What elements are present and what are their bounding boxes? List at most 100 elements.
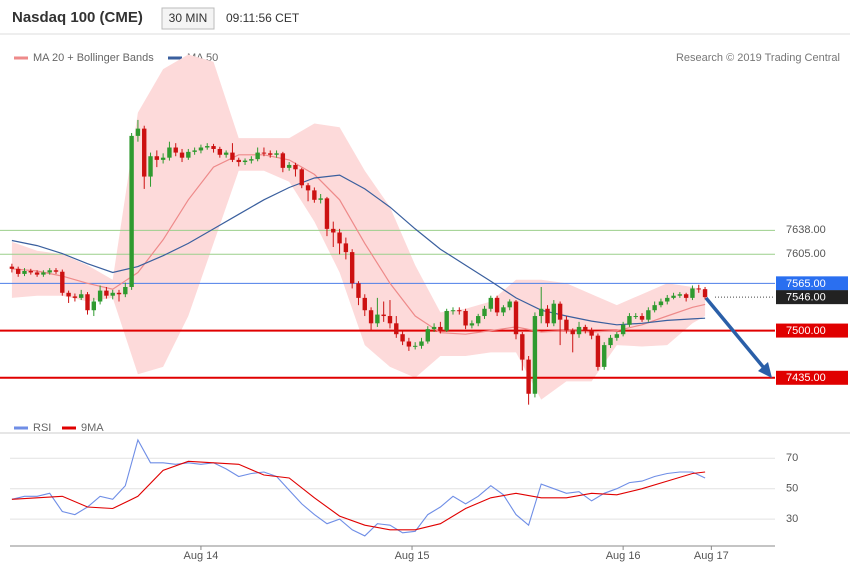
level-label-box [776, 323, 848, 338]
candle-body [482, 308, 487, 317]
candle-body [217, 148, 223, 155]
candle-body [627, 316, 632, 325]
candle-body [85, 294, 90, 311]
candle-body [457, 310, 462, 312]
candle-body [154, 156, 160, 160]
candle-body [198, 147, 204, 151]
forecast-arrow [704, 296, 766, 370]
candle-body [583, 326, 588, 331]
level-label-box [776, 276, 848, 291]
y-tick-label: 50 [786, 483, 798, 495]
candle-body [9, 266, 15, 269]
candle-body [91, 301, 97, 311]
candle-body [34, 272, 40, 275]
candle-body [570, 330, 575, 335]
candle-body [97, 290, 103, 302]
rsi-line [11, 438, 706, 537]
candle-body [532, 316, 538, 394]
candle-body [116, 292, 122, 295]
candle-body [167, 147, 172, 158]
y-tick-label: 70 [786, 452, 798, 464]
candle-body [620, 324, 626, 335]
candle-body [387, 316, 393, 324]
candle-body [230, 152, 235, 160]
candle-body [123, 286, 128, 295]
candle-body [614, 334, 620, 338]
candle-body [15, 268, 21, 274]
candle-body [690, 288, 695, 298]
candle-body [179, 152, 185, 158]
candle-body [110, 292, 115, 296]
candle-body [286, 164, 292, 168]
candle-body [148, 156, 153, 177]
candle-body [608, 337, 613, 346]
candle-body [135, 128, 141, 136]
candle-body [261, 152, 267, 154]
x-tick-label: Aug 17 [694, 550, 729, 562]
candle-body [268, 153, 273, 155]
candle-body [412, 345, 418, 347]
candle-body [589, 330, 594, 336]
candle-body [394, 323, 399, 335]
x-tick-label: Aug 15 [395, 550, 430, 562]
candle-body [431, 326, 437, 330]
candle-body [249, 159, 254, 161]
candle-body [274, 153, 279, 155]
candle-body [72, 296, 78, 298]
bollinger-band [11, 54, 706, 400]
candle-body [242, 160, 248, 163]
candle-body [696, 288, 701, 290]
candle-body [331, 228, 336, 233]
candle-body [349, 252, 355, 284]
candle-body [557, 303, 563, 320]
candle-body [595, 335, 601, 367]
candle-body [318, 198, 323, 200]
x-tick-label: Aug 16 [606, 550, 641, 562]
candle-body [539, 308, 544, 317]
header-time: 09:11:56 CET [226, 11, 300, 25]
interval-box [161, 7, 215, 30]
candle-body [368, 310, 374, 324]
candle-body [419, 341, 424, 346]
candle-body [186, 151, 191, 158]
candle-body [362, 297, 367, 311]
candle-body [337, 232, 342, 244]
candle-body [293, 164, 298, 170]
rsi-line [11, 460, 706, 531]
legend-label: 9MA [81, 422, 104, 434]
candle-body [356, 283, 361, 298]
level-label: 7565.00 [786, 278, 826, 290]
candle-body [312, 190, 317, 200]
candle-body [469, 323, 475, 326]
candle-body [343, 243, 349, 253]
candle-body [324, 198, 330, 229]
legend-label: RSI [33, 422, 51, 434]
candle-body [79, 294, 84, 298]
candle-body [173, 147, 178, 153]
candle-body [507, 301, 512, 308]
candle-body [425, 329, 430, 342]
candle-body [406, 341, 412, 347]
candle-body [299, 169, 304, 186]
candle-body [677, 294, 683, 296]
level-label-box [776, 370, 848, 385]
candle-body [450, 310, 456, 312]
candle-body [671, 295, 676, 298]
candle-body [305, 185, 311, 191]
plot: MA 20 + Bollinger Bands MA 507638.007605.… [0, 52, 848, 562]
candle-body [639, 316, 645, 320]
level-label: 7605.00 [786, 248, 826, 260]
candle-body [211, 146, 216, 149]
candle-body [223, 152, 229, 155]
candle-body [494, 297, 500, 313]
interval: 30 MIN [169, 11, 208, 25]
candle-body [53, 270, 59, 272]
candle-body [551, 303, 557, 324]
level-label: 7638.00 [786, 224, 826, 236]
candle-body [633, 316, 638, 318]
level-label: 7546.00 [786, 292, 826, 304]
candle-body [66, 292, 71, 297]
legend-label: MA 20 + Bollinger Bands [33, 52, 154, 64]
candle-body [192, 150, 197, 152]
candle-body [255, 152, 260, 160]
